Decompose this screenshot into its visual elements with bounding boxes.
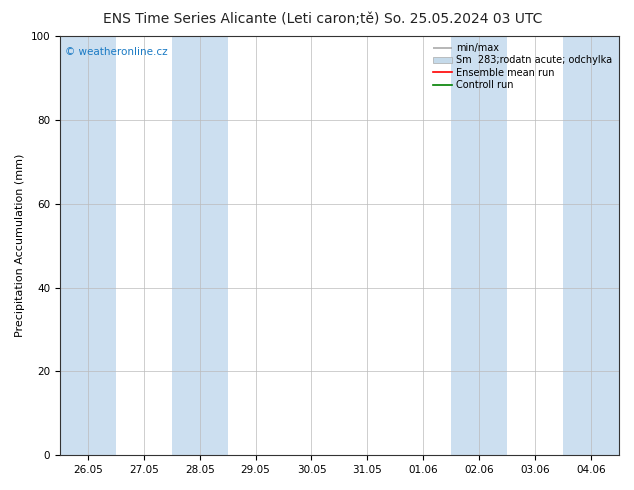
Text: So. 25.05.2024 03 UTC: So. 25.05.2024 03 UTC — [384, 12, 542, 26]
Y-axis label: Precipitation Accumulation (mm): Precipitation Accumulation (mm) — [15, 154, 25, 338]
Bar — [563, 36, 634, 455]
Text: ENS Time Series Alicante (Leti caron;tě): ENS Time Series Alicante (Leti caron;tě) — [103, 12, 379, 26]
Legend: min/max, Sm  283;rodatn acute; odchylka, Ensemble mean run, Controll run: min/max, Sm 283;rodatn acute; odchylka, … — [430, 41, 614, 92]
Bar — [60, 36, 116, 455]
Bar — [172, 36, 228, 455]
Text: © weatheronline.cz: © weatheronline.cz — [65, 47, 168, 57]
Bar — [451, 36, 507, 455]
